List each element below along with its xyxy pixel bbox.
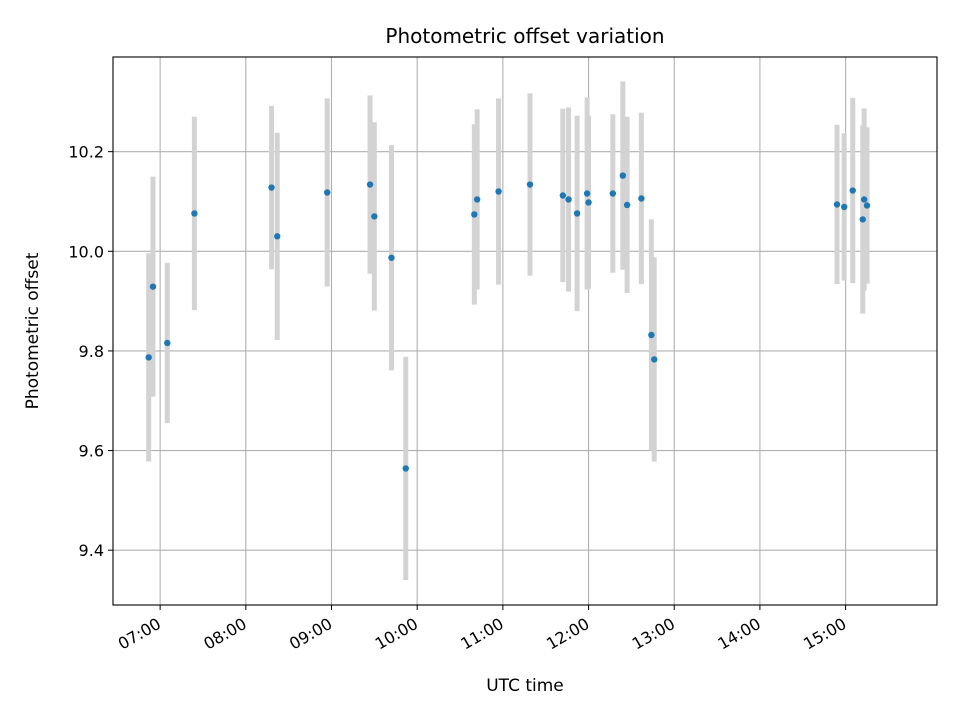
data-point xyxy=(191,210,198,217)
data-point xyxy=(623,201,631,209)
data-point xyxy=(274,233,281,240)
data-point xyxy=(638,195,645,202)
data-point xyxy=(402,465,409,472)
data-point xyxy=(583,190,591,197)
data-point xyxy=(651,356,658,363)
data-point xyxy=(609,190,617,197)
data-point xyxy=(849,187,856,194)
data-point xyxy=(164,339,171,347)
data-point xyxy=(860,196,868,203)
y-axis-ticks: 9.4 9.6 9.8 10.0 10.2 xyxy=(68,143,113,560)
y-tick-label: 10.0 xyxy=(68,242,104,261)
data-point xyxy=(471,211,478,218)
data-point xyxy=(371,213,378,220)
data-point xyxy=(619,172,627,179)
data-point xyxy=(268,184,275,191)
y-axis-title: Photometric offset xyxy=(23,252,43,409)
chart-title: Photometric offset variation xyxy=(385,24,664,48)
data-point xyxy=(863,202,871,209)
data-point xyxy=(573,210,581,217)
data-point xyxy=(495,188,502,195)
data-point xyxy=(149,283,157,290)
x-axis-title: UTC time xyxy=(486,676,564,696)
y-tick-label: 9.6 xyxy=(79,442,104,461)
data-point xyxy=(833,201,841,208)
data-point xyxy=(388,254,395,261)
plot-frame xyxy=(112,56,938,606)
data-point xyxy=(526,181,534,188)
data-point xyxy=(585,199,592,206)
data-point xyxy=(648,331,655,339)
y-tick-label: 9.8 xyxy=(79,342,104,361)
data-point xyxy=(145,354,152,361)
data-point xyxy=(559,192,567,199)
data-point xyxy=(473,196,481,203)
point-layer xyxy=(145,172,871,472)
y-tick-label: 9.4 xyxy=(79,541,104,560)
data-point xyxy=(324,189,331,196)
y-tick-label: 10.2 xyxy=(68,143,104,162)
data-point xyxy=(859,216,866,223)
data-point xyxy=(565,196,572,203)
data-point xyxy=(366,181,374,188)
data-point xyxy=(840,203,848,211)
